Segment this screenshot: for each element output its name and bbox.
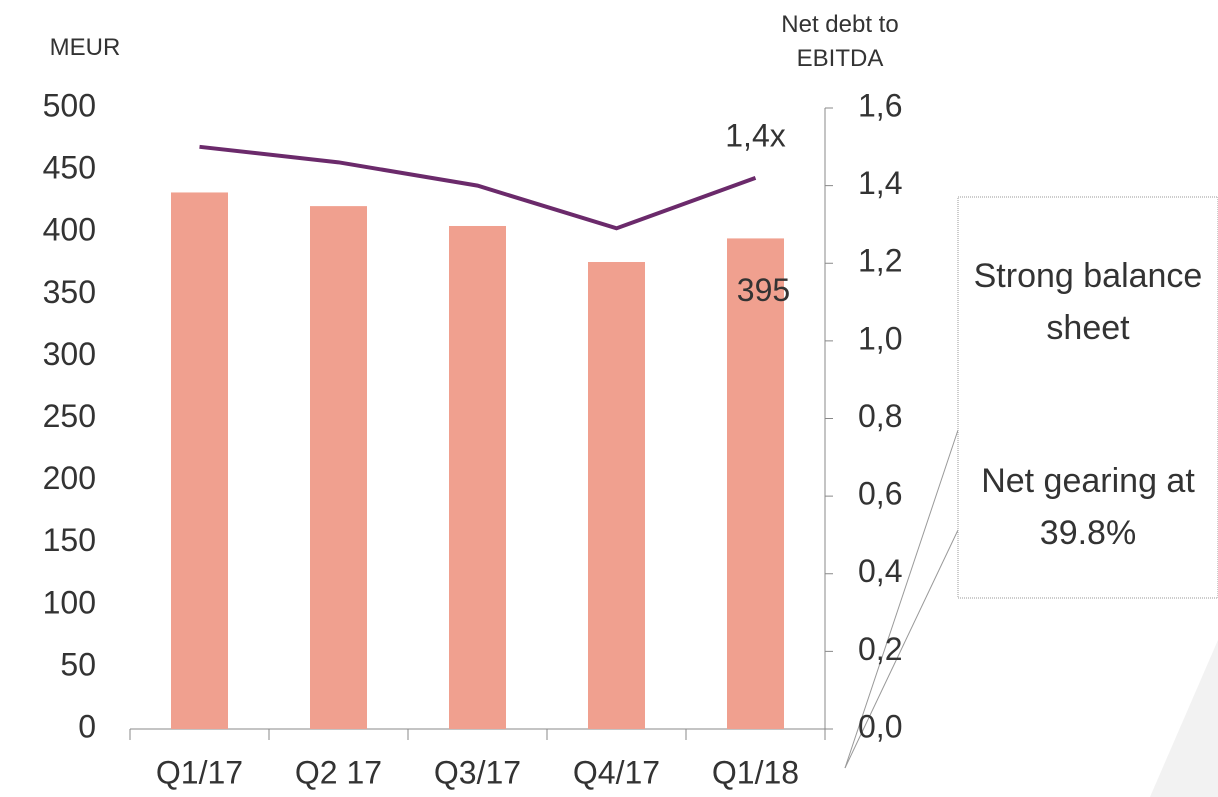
y-tick-label: 100 [43, 584, 96, 620]
decor [1150, 640, 1218, 797]
y2-tick-label: 0,0 [858, 708, 902, 744]
y-tick-label: 150 [43, 522, 96, 558]
bar [449, 225, 506, 730]
y-tick-label: 400 [43, 212, 96, 248]
bar [171, 192, 228, 729]
y-tick-label: 300 [43, 336, 96, 372]
x-tick-label: Q1/18 [712, 754, 799, 790]
y2-tick-label: 0,4 [858, 553, 902, 589]
callout-text: Net gearing at 39.8% [981, 462, 1195, 552]
x-tick-label: Q3/17 [434, 754, 521, 790]
bar [727, 238, 784, 729]
callout-pointer [844, 529, 959, 769]
y-axis-label: MEUR [49, 34, 121, 61]
y2-tick-label: 0,2 [858, 631, 902, 667]
x-tick-label: Q1/17 [156, 754, 243, 790]
y-tick-label: 0 [78, 708, 96, 744]
y2-tick-label: 0,8 [858, 398, 902, 434]
bar [310, 206, 367, 730]
y2-tick-label: 0,6 [858, 476, 902, 512]
y-tick-label: 350 [43, 274, 96, 310]
data-label: 395 [737, 272, 790, 308]
y2-tick-label: 1,4 [858, 165, 902, 201]
y-tick-label: 250 [43, 398, 96, 434]
x-tick-label: Q2 17 [295, 754, 382, 790]
y2-tick-label: 1,0 [858, 320, 902, 356]
callout-text: Strong balance sheet [973, 257, 1203, 347]
y-tick-label: 200 [43, 460, 96, 496]
y-tick-label: 450 [43, 150, 96, 186]
bar [588, 262, 645, 729]
line [199, 144, 757, 231]
y2-axis-label: Net debt to EBITDA [781, 11, 899, 72]
x-tick-label: Q4/17 [573, 754, 660, 790]
y-tick-label: 500 [43, 87, 96, 123]
y2-tick-label: 1,6 [858, 87, 902, 123]
callout-pointer [844, 429, 959, 769]
callout-box [957, 196, 1218, 599]
y2-tick-label: 1,2 [858, 243, 902, 279]
y-tick-label: 50 [60, 646, 96, 682]
data-label: 1,4x [725, 117, 785, 153]
